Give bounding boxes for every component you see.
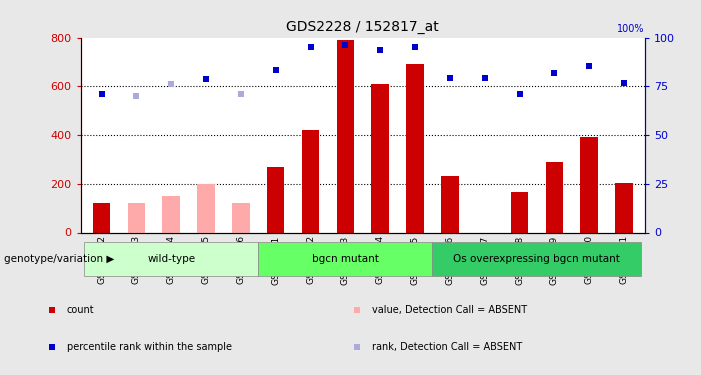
Bar [511,192,529,232]
Bar [84,242,258,276]
Bar [258,242,433,276]
Bar [232,203,250,232]
Text: value, Detection Call = ABSENT: value, Detection Call = ABSENT [372,305,527,315]
Bar [336,40,354,232]
Bar [128,203,145,232]
Bar [580,138,598,232]
Text: percentile rank within the sample: percentile rank within the sample [67,342,231,352]
Text: bgcn mutant: bgcn mutant [312,254,379,264]
Bar [407,64,423,232]
Bar [267,166,285,232]
Bar [163,196,180,232]
Title: GDS2228 / 152817_at: GDS2228 / 152817_at [287,20,439,34]
Text: 100%: 100% [618,24,645,34]
Bar [615,183,633,232]
Text: rank, Detection Call = ABSENT: rank, Detection Call = ABSENT [372,342,522,352]
Bar [441,177,458,232]
Text: count: count [67,305,94,315]
Bar [302,130,319,232]
Bar [545,162,563,232]
Text: genotype/variation ▶: genotype/variation ▶ [4,254,114,264]
Bar [372,84,389,232]
Text: Os overexpressing bgcn mutant: Os overexpressing bgcn mutant [454,254,620,264]
Text: wild-type: wild-type [147,254,196,264]
Bar [93,203,110,232]
Bar [433,242,641,276]
Bar [197,184,215,232]
